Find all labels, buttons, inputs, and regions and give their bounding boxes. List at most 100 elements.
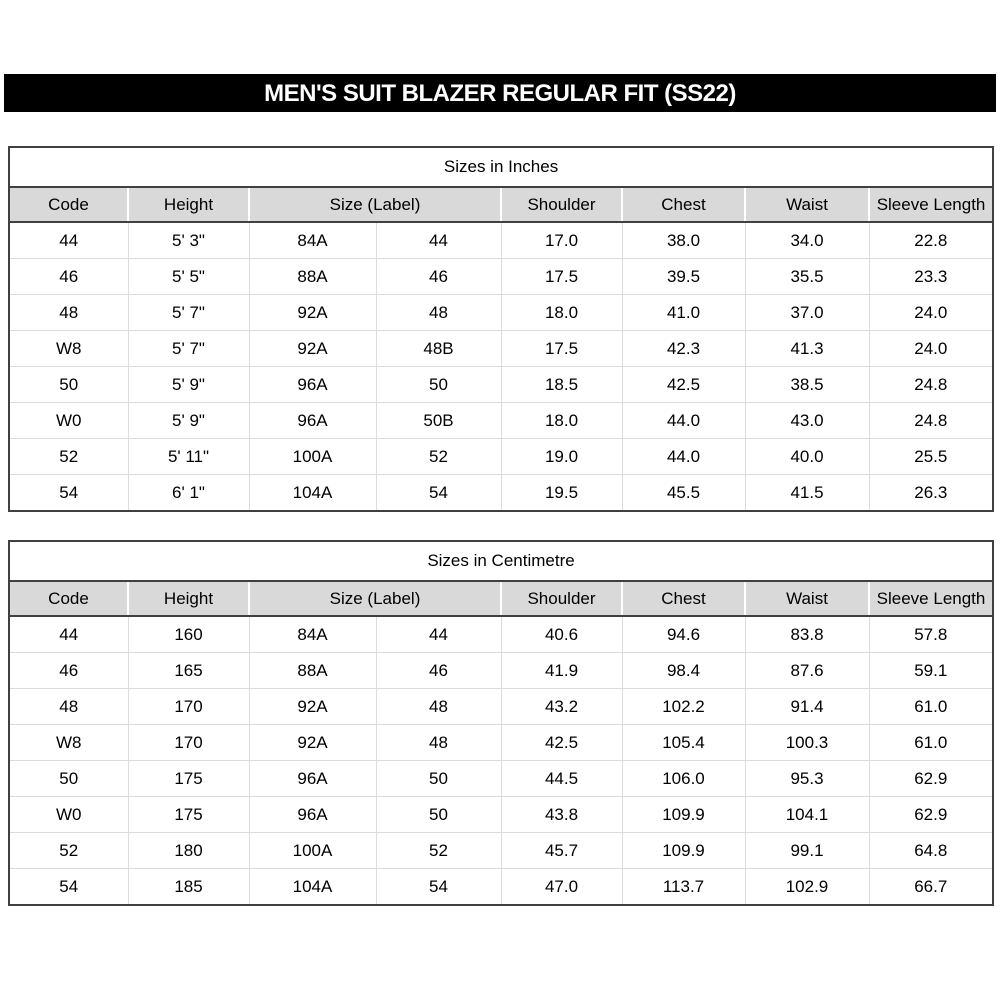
table-cell: 24.0 [868, 330, 994, 367]
table-cell: 52 [8, 832, 129, 869]
table-cell: 92A [248, 330, 377, 367]
column-header: Sleeve Length [867, 581, 994, 617]
table-cell: 88A [248, 652, 377, 689]
table-cell: 104A [248, 868, 377, 906]
table-row: 54 6' 1" 104A 54 19.5 45.5 41.5 26.3 [8, 474, 994, 512]
table-cell: 22.8 [868, 221, 994, 259]
table-cell: 92A [248, 294, 377, 331]
table-cell: 46 [375, 258, 502, 295]
table-cell: 48 [8, 688, 129, 725]
table-cell: 160 [127, 615, 250, 653]
table-cell: 41.3 [744, 330, 870, 367]
table-cell: 48 [375, 688, 502, 725]
table-cell: 54 [8, 868, 129, 906]
table-cell: 44.0 [621, 438, 746, 475]
table-cell: 45.5 [621, 474, 746, 512]
table-cell: 48B [375, 330, 502, 367]
table-cell: 50 [8, 760, 129, 797]
table-cell: 52 [8, 438, 129, 475]
sizes-in-inches-table: Sizes in Inches Code Height Size (Label) Sho… [8, 146, 995, 512]
table-cell: 104A [248, 474, 377, 512]
table-cell: 105.4 [621, 724, 746, 761]
table-row: 52 180 100A 52 45.7 109.9 99.1 64.8 [8, 832, 994, 869]
table-cell: 50B [375, 402, 502, 439]
table-cell: 96A [248, 402, 377, 439]
table-cell: 42.5 [500, 724, 623, 761]
table-cell: 106.0 [621, 760, 746, 797]
table-cell: 40.0 [744, 438, 870, 475]
table-row: W0 5' 9" 96A 50B 18.0 44.0 43.0 24.8 [8, 402, 994, 439]
table-cell: 109.9 [621, 796, 746, 833]
table-cell: 25.5 [868, 438, 994, 475]
column-header: Chest [621, 187, 745, 223]
table-row: 50 175 96A 50 44.5 106.0 95.3 62.9 [8, 760, 994, 797]
table-title: Sizes in Centimetre [9, 541, 994, 582]
table-cell: 5' 9" [127, 402, 250, 439]
table-cell: 39.5 [621, 258, 746, 295]
table-cell: 61.0 [868, 688, 994, 725]
table-cell: 100A [248, 832, 377, 869]
table-cell: 170 [127, 688, 250, 725]
column-header: Code [9, 187, 128, 223]
table-cell: 96A [248, 760, 377, 797]
table-cell: 48 [375, 724, 502, 761]
table-cell: 26.3 [868, 474, 994, 512]
table-cell: 6' 1" [127, 474, 250, 512]
table-cell: 24.8 [868, 366, 994, 403]
table-cell: 17.5 [500, 330, 623, 367]
table-row: 44 160 84A 44 40.6 94.6 83.8 57.8 [8, 615, 994, 653]
table-cell: 92A [248, 724, 377, 761]
table-title: Sizes in Inches [9, 147, 994, 188]
table-cell: 38.0 [621, 221, 746, 259]
table-cell: 84A [248, 615, 377, 653]
column-header: Size (Label) [248, 187, 501, 223]
size-table: Sizes in Centimetre Code Height Size (Label… [8, 540, 995, 906]
table-cell: 17.5 [500, 258, 623, 295]
table-cell: 54 [8, 474, 129, 512]
table-cell: 96A [248, 366, 377, 403]
table-cell: 43.8 [500, 796, 623, 833]
table-cell: 170 [127, 724, 250, 761]
table-cell: W8 [8, 724, 129, 761]
table-cell: 23.3 [868, 258, 994, 295]
table-cell: 41.9 [500, 652, 623, 689]
table-title-row: Sizes in Centimetre [9, 541, 994, 582]
table-cell: 19.5 [500, 474, 623, 512]
table-cell: 165 [127, 652, 250, 689]
table-cell: 83.8 [744, 615, 870, 653]
table-row: 48 5' 7" 92A 48 18.0 41.0 37.0 24.0 [8, 294, 994, 331]
table-cell: 109.9 [621, 832, 746, 869]
table-cell: 50 [8, 366, 129, 403]
table-cell: 99.1 [744, 832, 870, 869]
table-row: W8 5' 7" 92A 48B 17.5 42.3 41.3 24.0 [8, 330, 994, 367]
table-cell: 44 [375, 615, 502, 653]
table-cell: 52 [375, 438, 502, 475]
column-header: Waist [744, 187, 869, 223]
table-row: 44 5' 3" 84A 44 17.0 38.0 34.0 22.8 [8, 221, 994, 259]
table-cell: 175 [127, 796, 250, 833]
table-cell: 113.7 [621, 868, 746, 906]
table-cell: 46 [375, 652, 502, 689]
table-cell: 48 [375, 294, 502, 331]
table-cell: 37.0 [744, 294, 870, 331]
table-cell: 54 [375, 474, 502, 512]
table-row: 46 5' 5" 88A 46 17.5 39.5 35.5 23.3 [8, 258, 994, 295]
sizes-in-centimetre-table: Sizes in Centimetre Code Height Size (Label… [8, 540, 995, 906]
table-cell: 84A [248, 221, 377, 259]
table-cell: 5' 5" [127, 258, 250, 295]
table-row: 48 170 92A 48 43.2 102.2 91.4 61.0 [8, 688, 994, 725]
table-cell: 42.5 [621, 366, 746, 403]
table-cell: 42.3 [621, 330, 746, 367]
table-cell: 5' 7" [127, 330, 250, 367]
column-header: Sleeve Length [867, 187, 994, 223]
table-cell: 5' 3" [127, 221, 250, 259]
column-header: Height [127, 581, 249, 617]
table-cell: W0 [8, 796, 129, 833]
table-cell: 5' 11" [127, 438, 250, 475]
column-header-row: Code Height Size (Label) Shoulder Chest Waist… [9, 187, 994, 223]
table-cell: 38.5 [744, 366, 870, 403]
table-cell: 34.0 [744, 221, 870, 259]
table-cell: 87.6 [744, 652, 870, 689]
table-cell: 64.8 [868, 832, 994, 869]
